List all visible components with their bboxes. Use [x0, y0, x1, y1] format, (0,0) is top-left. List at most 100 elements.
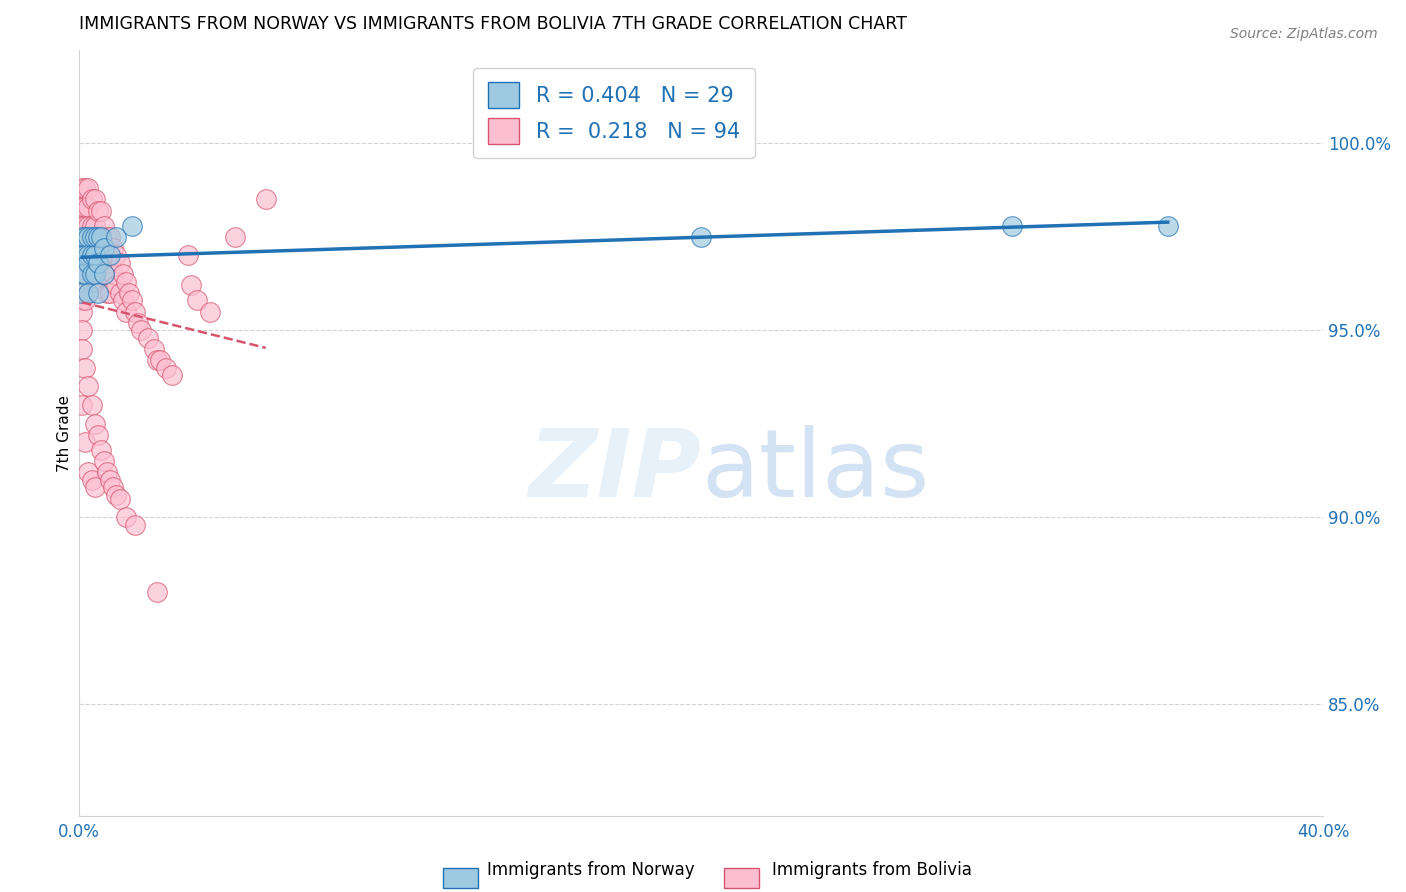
- Point: [146, 585, 169, 599]
- Point: [108, 491, 131, 506]
- Point: [96, 466, 118, 480]
- Point: [70, 267, 93, 281]
- Point: [96, 285, 118, 300]
- Point: [70, 278, 93, 293]
- Point: [93, 241, 115, 255]
- Point: [121, 293, 143, 308]
- Point: [75, 267, 97, 281]
- Point: [254, 193, 277, 207]
- Point: [70, 342, 93, 356]
- Point: [180, 278, 202, 293]
- Text: ZIP: ZIP: [529, 425, 702, 517]
- Point: [98, 229, 121, 244]
- Point: [105, 248, 128, 262]
- Point: [108, 256, 131, 270]
- Point: [70, 200, 93, 214]
- Point: [87, 285, 110, 300]
- Point: [93, 241, 115, 255]
- Point: [83, 248, 105, 262]
- Point: [83, 193, 105, 207]
- Point: [98, 256, 121, 270]
- Point: [98, 248, 121, 262]
- Point: [146, 353, 169, 368]
- Point: [127, 316, 149, 330]
- Point: [70, 285, 93, 300]
- Point: [1001, 219, 1024, 233]
- Point: [75, 248, 97, 262]
- Point: [114, 304, 136, 318]
- Point: [90, 229, 112, 244]
- Point: [83, 275, 105, 289]
- Point: [118, 285, 141, 300]
- Point: [80, 219, 103, 233]
- Point: [80, 267, 103, 281]
- Point: [70, 229, 93, 244]
- Point: [124, 304, 146, 318]
- Point: [83, 480, 105, 494]
- Point: [96, 256, 118, 270]
- Point: [98, 285, 121, 300]
- Point: [87, 229, 110, 244]
- Text: Source: ZipAtlas.com: Source: ZipAtlas.com: [1230, 27, 1378, 41]
- Point: [70, 323, 93, 337]
- Point: [77, 229, 100, 244]
- Point: [75, 181, 97, 195]
- Point: [87, 203, 110, 218]
- Point: [83, 267, 105, 281]
- Point: [75, 267, 97, 281]
- Point: [114, 275, 136, 289]
- Point: [224, 229, 246, 244]
- Point: [198, 304, 221, 318]
- Point: [155, 360, 177, 375]
- Point: [70, 267, 93, 281]
- Point: [70, 304, 93, 318]
- Point: [83, 248, 105, 262]
- Point: [87, 428, 110, 442]
- Point: [87, 229, 110, 244]
- Point: [70, 219, 93, 233]
- Point: [124, 517, 146, 532]
- Point: [186, 293, 208, 308]
- Point: [70, 181, 93, 195]
- Text: Immigrants from Bolivia: Immigrants from Bolivia: [772, 861, 972, 879]
- Point: [75, 200, 97, 214]
- Point: [75, 360, 97, 375]
- Point: [80, 275, 103, 289]
- Point: [103, 480, 125, 494]
- Point: [87, 256, 110, 270]
- Point: [90, 203, 112, 218]
- Point: [77, 229, 100, 244]
- Point: [690, 229, 713, 244]
- Point: [70, 293, 93, 308]
- Point: [90, 267, 112, 281]
- Point: [80, 473, 103, 487]
- Point: [90, 442, 112, 457]
- Point: [70, 248, 93, 262]
- Point: [93, 454, 115, 468]
- Point: [80, 248, 103, 262]
- Point: [70, 229, 93, 244]
- Point: [77, 256, 100, 270]
- Point: [108, 285, 131, 300]
- Point: [111, 267, 134, 281]
- Point: [80, 398, 103, 412]
- Point: [77, 200, 100, 214]
- Point: [77, 248, 100, 262]
- Point: [83, 229, 105, 244]
- Point: [105, 229, 128, 244]
- Point: [83, 417, 105, 431]
- Point: [98, 473, 121, 487]
- Point: [75, 229, 97, 244]
- Text: atlas: atlas: [702, 425, 929, 517]
- Text: Immigrants from Norway: Immigrants from Norway: [486, 861, 695, 879]
- Point: [77, 256, 100, 270]
- Point: [96, 229, 118, 244]
- Point: [70, 398, 93, 412]
- Point: [111, 293, 134, 308]
- Point: [121, 219, 143, 233]
- Point: [90, 229, 112, 244]
- Point: [93, 267, 115, 281]
- Point: [80, 193, 103, 207]
- Point: [75, 229, 97, 244]
- Point: [142, 342, 165, 356]
